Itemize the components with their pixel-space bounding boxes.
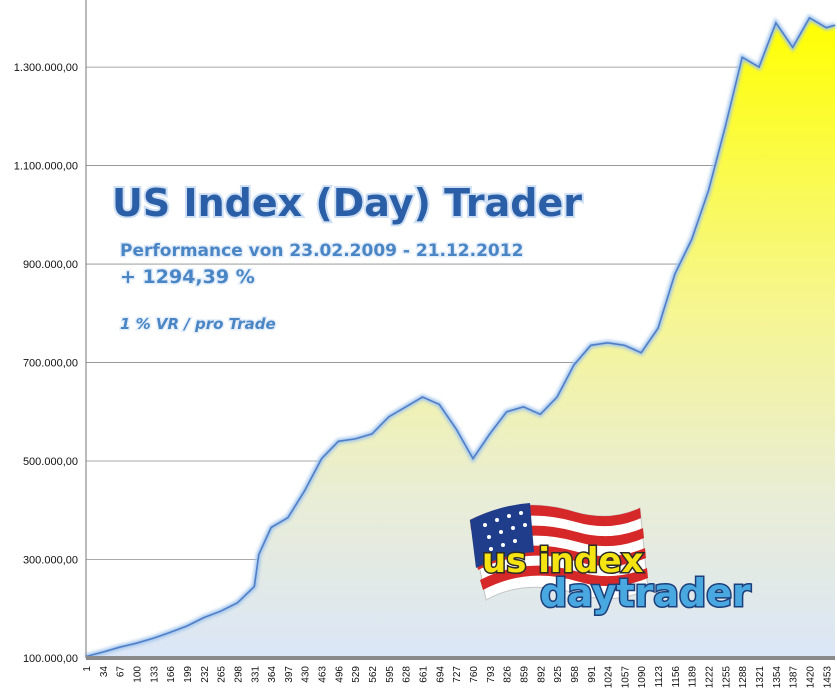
x-tick-label: 628 — [402, 666, 413, 683]
x-tick-label: 166 — [166, 666, 177, 683]
logo-text-us-index: us index — [482, 541, 644, 581]
x-tick-label: 100 — [132, 666, 143, 683]
x-tick-label: 1321 — [755, 666, 766, 689]
x-tick-label: 67 — [116, 666, 127, 678]
x-tick-label: 133 — [149, 666, 160, 683]
y-tick-label: 900.000,00 — [23, 259, 78, 271]
x-tick-label: 1090 — [637, 666, 648, 689]
x-tick-label: 1387 — [789, 666, 800, 689]
x-tick-label: 1420 — [806, 666, 817, 689]
equity-area — [86, 17, 835, 659]
x-tick-label: 1354 — [772, 666, 783, 689]
y-tick-label: 100.000,00 — [23, 653, 78, 665]
x-tick-label: 331 — [250, 666, 261, 683]
x-tick-label: 430 — [301, 666, 312, 683]
y-tick-label: 1.100.000,00 — [14, 161, 78, 173]
x-tick-label: 727 — [452, 666, 463, 683]
x-tick-label: 364 — [267, 666, 278, 683]
y-tick-label: 500.000,00 — [23, 456, 78, 468]
x-tick-label: 529 — [351, 666, 362, 683]
x-tick-label: 199 — [183, 666, 194, 683]
x-tick-label: 1288 — [738, 666, 749, 689]
x-tick-label: 793 — [486, 666, 497, 683]
x-tick-label: 826 — [503, 666, 514, 683]
x-tick-label: 1156 — [671, 666, 682, 688]
x-tick-label: 925 — [553, 666, 564, 683]
us-flag-icon — [469, 503, 649, 601]
x-axis-band — [86, 656, 835, 660]
logo-text-daytrader: daytrader — [540, 571, 751, 615]
x-tick-label: 1057 — [620, 666, 631, 689]
x-tick-label: 1123 — [654, 666, 665, 688]
x-tick-label: 595 — [385, 666, 396, 683]
x-tick-label: 1255 — [721, 666, 732, 689]
chart-subtitle: Performance von 23.02.2009 - 21.12.2012 — [120, 241, 523, 261]
equity-line — [85, 16, 836, 658]
performance-value: + 1294,39 % — [120, 266, 255, 288]
y-tick-label: 300.000,00 — [23, 555, 78, 567]
x-tick-label: 298 — [233, 666, 244, 683]
x-tick-label: 1189 — [688, 666, 699, 688]
x-tick-label: 496 — [334, 666, 345, 683]
x-tick-label: 859 — [519, 666, 530, 683]
x-tick-label: 958 — [570, 666, 581, 683]
x-tick-label: 892 — [536, 666, 547, 683]
x-tick-label: 1222 — [705, 666, 716, 689]
chart-title: US Index (Day) Trader — [112, 181, 582, 225]
y-tick-label: 1.300.000,00 — [14, 62, 78, 74]
x-tick-label: 661 — [419, 666, 430, 683]
y-tick-label: 700.000,00 — [23, 358, 78, 370]
x-tick-label: 1024 — [604, 666, 615, 689]
x-tick-label: 34 — [99, 666, 110, 678]
x-tick-label: 397 — [284, 666, 295, 683]
x-tick-label: 991 — [587, 666, 598, 683]
us-index-daytrader-logo: us index daytrader — [469, 503, 752, 617]
x-tick-label: 694 — [435, 666, 446, 683]
x-tick-label: 463 — [318, 666, 329, 683]
x-tick-label: 1453 — [822, 666, 833, 689]
x-tick-label: 1 — [82, 666, 93, 672]
x-tick-label: 232 — [200, 666, 211, 683]
x-tick-label: 265 — [217, 666, 228, 683]
x-tick-label: 562 — [368, 666, 379, 683]
x-tick-label: 760 — [469, 666, 480, 683]
risk-note: 1 % VR / pro Trade — [120, 315, 276, 333]
